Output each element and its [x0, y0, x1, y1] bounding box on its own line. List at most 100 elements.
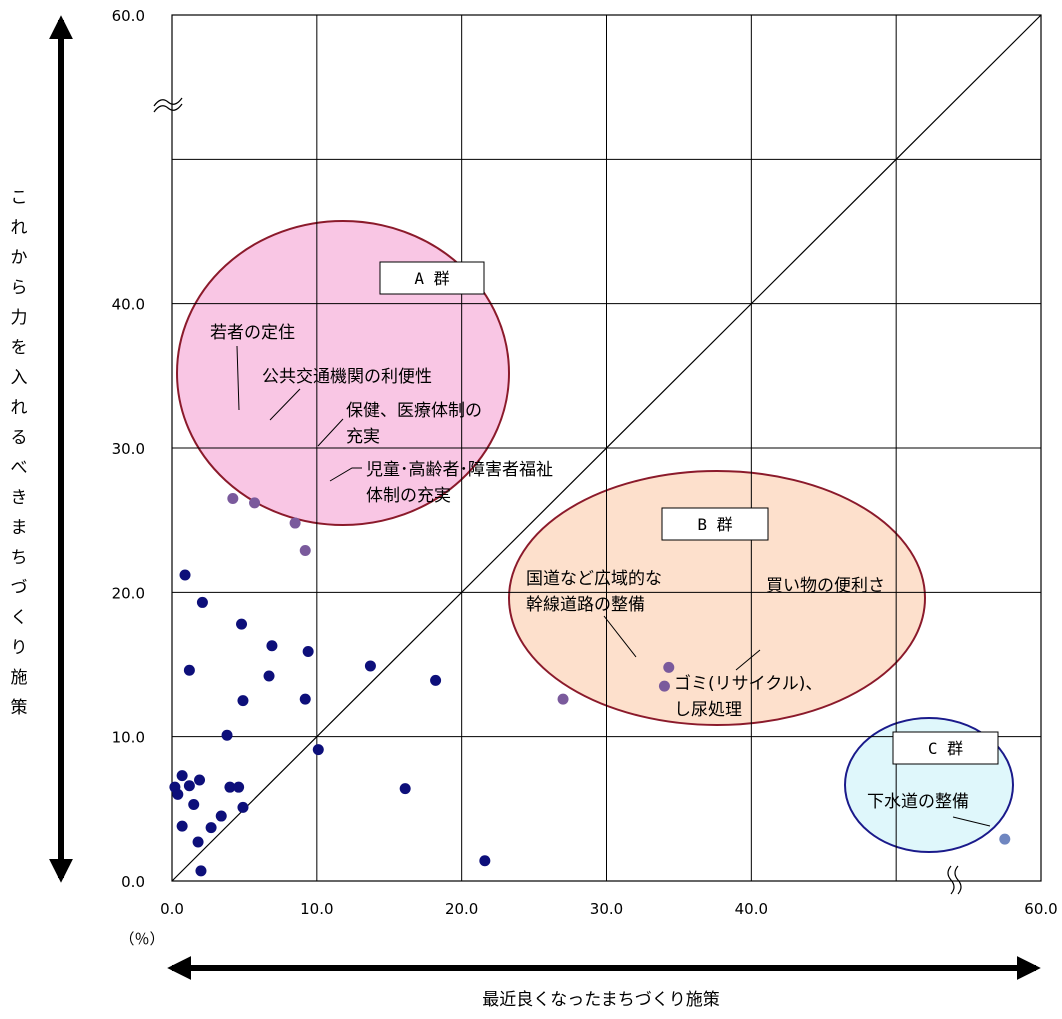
point-label: 若者の定住: [210, 323, 295, 343]
axis-break-stroke: [153, 103, 183, 113]
y-axis-title-char: ま: [11, 518, 28, 538]
data-point: [183, 664, 195, 676]
point-label: ゴミ(リサイクル)、し尿処理: [674, 673, 822, 720]
leader-line: [952, 816, 991, 827]
labeled-data-point: [557, 693, 569, 705]
x-tick-label: 0.0: [160, 900, 184, 918]
y-tick-label: 0.0: [121, 873, 145, 891]
y-axis-title-char: づ: [11, 578, 28, 598]
y-axis-title-char: か: [11, 248, 28, 268]
x-tick-label: 20.0: [445, 900, 478, 918]
y-tick-label: 60.0: [112, 7, 145, 25]
x-axis-title: 最近良くなったまちづくり施策: [482, 990, 720, 1010]
y-axis-title-char: 施: [11, 668, 28, 688]
point-label: 下水道の整備: [867, 792, 969, 812]
y-axis-title-char: こ: [11, 188, 28, 208]
data-point: [194, 774, 206, 786]
data-point: [221, 729, 233, 741]
x-tick-label: 60.0: [1024, 900, 1057, 918]
data-point: [233, 781, 245, 793]
y-axis-title-char: 策: [11, 698, 28, 718]
labeled-data-point: [249, 497, 261, 509]
y-axis-title-char: ら: [11, 278, 28, 298]
point-label-line: 体制の充実: [366, 486, 451, 506]
axis-break-x: [947, 865, 962, 895]
data-point: [196, 596, 208, 608]
labeled-data-point: [289, 517, 301, 529]
data-point: [192, 836, 204, 848]
y-axis-title-char: ち: [11, 548, 28, 568]
point-label-line: 公共交通機関の利便性: [262, 367, 432, 387]
diagonal-reference-line: [171, 14, 1042, 882]
y-axis-title-char: る: [11, 428, 28, 448]
data-point: [195, 865, 207, 877]
labeled-data-point: [299, 544, 311, 556]
group-label-box: [379, 261, 485, 295]
y-tick-label: 20.0: [112, 584, 145, 602]
group-label-box: [661, 507, 769, 541]
group-label: B 群: [697, 515, 732, 534]
data-point: [430, 674, 442, 686]
point-label-line: 幹線道路の整備: [526, 594, 645, 615]
data-point: [302, 646, 314, 658]
x-tick-label: 10.0: [300, 900, 333, 918]
point-label-line: し尿処理: [674, 700, 742, 720]
y-axis-title-char: き: [11, 488, 28, 508]
unit-label: （％）: [119, 930, 164, 948]
data-point: [237, 801, 249, 813]
y-axis-title-char: 力: [11, 308, 28, 328]
x-tick-label: 30.0: [590, 900, 623, 918]
data-point: [172, 788, 184, 800]
leader-line: [329, 467, 362, 482]
data-point: [224, 781, 236, 793]
point-label: 買い物の便利さ: [766, 576, 885, 596]
axis-break-stroke: [153, 97, 183, 107]
y-axis-title-char: く: [11, 608, 28, 628]
point-label-line: 保健、医療体制の: [346, 401, 482, 421]
axis-break-stroke: [947, 865, 955, 895]
leader-line: [269, 388, 301, 421]
data-point: [176, 820, 188, 832]
data-point: [179, 569, 191, 581]
x-tick-label: 40.0: [735, 900, 768, 918]
group-ellipse-a: [176, 220, 510, 526]
data-point: [176, 770, 188, 782]
point-label: 児童･高齢者･障害者福祉体制の充実: [366, 460, 553, 506]
plot-frame: [171, 14, 1042, 882]
y-axis-title-char: を: [11, 338, 28, 358]
data-point: [183, 780, 195, 792]
y-axis-title: これから力を入れるべきまちづくり施策: [11, 188, 28, 718]
labeled-data-point: [227, 493, 239, 505]
data-point: [215, 810, 227, 822]
group-label: C 群: [928, 739, 963, 758]
y-axis-title-char: れ: [11, 218, 28, 238]
labeled-data-point: [658, 680, 670, 692]
point-label: 保健、医療体制の充実: [346, 401, 482, 447]
labeled-data-point: [999, 833, 1011, 845]
data-point: [364, 660, 376, 672]
axis-break-y: [153, 97, 183, 113]
data-point: [263, 670, 275, 682]
axis-break-stroke: [954, 865, 962, 895]
data-point: [399, 783, 411, 795]
leader-line: [735, 649, 761, 671]
data-point: [237, 695, 249, 707]
point-label-line: 国道など広域的な: [526, 569, 662, 589]
point-label-line: ゴミ(リサイクル)、: [674, 673, 822, 694]
data-point: [266, 640, 278, 652]
point-label-line: 下水道の整備: [867, 792, 969, 812]
data-point: [479, 855, 491, 867]
data-point: [205, 822, 217, 834]
y-axis-title-char: べ: [11, 458, 28, 478]
point-label: 国道など広域的な幹線道路の整備: [526, 569, 662, 615]
data-point: [299, 693, 311, 705]
y-axis-title-char: 入: [11, 368, 28, 388]
group-label-box: [892, 731, 999, 765]
point-label: 公共交通機関の利便性: [262, 367, 432, 387]
point-label-line: 若者の定住: [210, 323, 295, 343]
y-tick-label: 40.0: [112, 296, 145, 314]
leader-line: [236, 345, 240, 411]
point-label-line: 児童･高齢者･障害者福祉: [366, 460, 553, 480]
